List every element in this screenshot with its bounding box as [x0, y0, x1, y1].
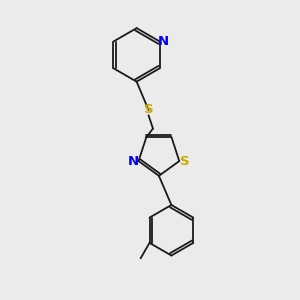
Text: S: S	[144, 103, 154, 116]
Text: S: S	[179, 154, 189, 168]
Text: N: N	[128, 154, 139, 168]
Text: N: N	[158, 35, 169, 48]
